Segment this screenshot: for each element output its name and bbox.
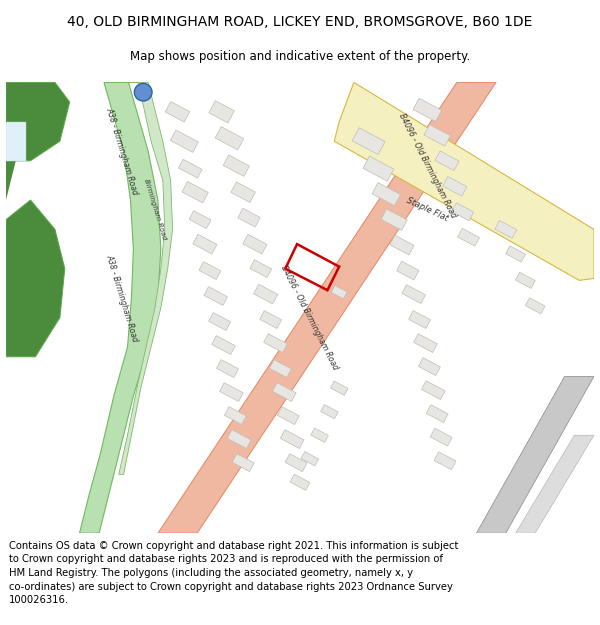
Polygon shape [243,234,267,254]
Polygon shape [418,357,440,376]
Polygon shape [476,376,594,533]
Polygon shape [178,159,202,178]
Polygon shape [272,382,296,401]
Polygon shape [285,454,307,472]
Polygon shape [452,203,473,221]
Polygon shape [458,228,479,246]
Text: Map shows position and indicative extent of the property.: Map shows position and indicative extent… [130,50,470,62]
Polygon shape [260,311,281,329]
Polygon shape [381,209,407,231]
Polygon shape [217,359,238,378]
Polygon shape [334,82,594,281]
Polygon shape [6,122,26,161]
Polygon shape [280,430,304,449]
Polygon shape [269,359,292,378]
Polygon shape [390,235,414,255]
Polygon shape [409,311,431,329]
Polygon shape [443,176,467,196]
Polygon shape [119,82,173,474]
Polygon shape [413,334,437,352]
Polygon shape [231,182,256,203]
Text: Contains OS data © Crown copyright and database right 2021. This information is : Contains OS data © Crown copyright and d… [9,541,458,605]
Polygon shape [209,312,230,331]
Polygon shape [209,101,235,123]
Text: A38 - Birmingham Road: A38 - Birmingham Road [104,106,139,196]
Polygon shape [320,404,338,419]
Polygon shape [199,262,221,279]
Polygon shape [434,452,456,469]
Polygon shape [254,284,278,304]
Polygon shape [397,261,419,280]
Polygon shape [435,151,459,171]
Polygon shape [402,285,425,304]
Polygon shape [220,382,243,401]
Polygon shape [413,98,442,121]
Text: B4096 - Old Birmingham Road: B4096 - Old Birmingham Road [397,112,458,219]
Text: Birmingham Road: Birmingham Road [143,179,167,241]
Polygon shape [301,452,319,466]
Polygon shape [224,407,246,424]
Polygon shape [6,82,26,200]
Polygon shape [182,181,208,203]
Polygon shape [165,101,190,122]
Polygon shape [495,221,517,238]
Polygon shape [250,259,272,278]
Polygon shape [311,428,328,442]
Polygon shape [6,200,65,357]
Polygon shape [232,454,254,472]
Polygon shape [223,155,250,176]
Polygon shape [526,298,545,314]
Polygon shape [204,287,227,306]
Polygon shape [363,156,394,181]
Text: Staple Flat: Staple Flat [405,196,449,223]
Polygon shape [331,381,348,396]
Polygon shape [263,334,287,352]
Polygon shape [193,234,217,254]
Polygon shape [6,82,594,533]
Polygon shape [421,381,445,399]
Polygon shape [515,435,594,533]
Polygon shape [331,286,347,299]
Circle shape [134,83,152,101]
Text: 40, OLD BIRMINGHAM ROAD, LICKEY END, BROMSGROVE, B60 1DE: 40, OLD BIRMINGHAM ROAD, LICKEY END, BRO… [67,15,533,29]
Polygon shape [506,246,526,262]
Polygon shape [238,208,260,227]
Polygon shape [277,407,299,424]
Polygon shape [424,124,451,146]
Polygon shape [79,82,161,533]
Polygon shape [372,182,400,206]
Polygon shape [215,127,244,150]
Polygon shape [290,474,310,490]
Polygon shape [189,211,211,229]
Polygon shape [6,82,70,161]
Polygon shape [352,128,385,154]
Text: A38 - Birmingham Road: A38 - Birmingham Road [104,253,139,343]
Polygon shape [426,405,448,422]
Polygon shape [170,130,199,152]
Polygon shape [227,430,251,449]
Polygon shape [515,272,535,288]
Polygon shape [430,428,452,446]
Polygon shape [158,82,496,533]
Text: B4096 - Old Birmingham Road: B4096 - Old Birmingham Road [280,264,340,371]
Polygon shape [212,336,235,354]
